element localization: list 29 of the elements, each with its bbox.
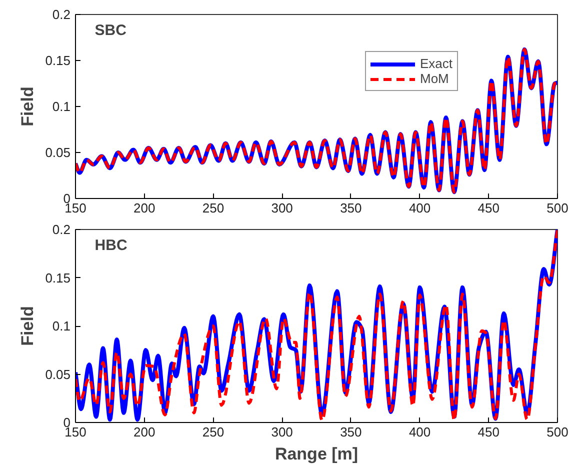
x-tick-label: 300 xyxy=(271,424,293,440)
x-tick-label: 500 xyxy=(546,200,568,216)
x-axis-title: Range [m] xyxy=(274,444,358,464)
x-tick-label: 300 xyxy=(271,200,293,216)
x-tick-label: 400 xyxy=(408,200,431,216)
annotation: SBC xyxy=(94,22,127,39)
y-tick-label: 0.1 xyxy=(52,318,71,334)
y-axis-title: Field xyxy=(18,86,38,126)
x-tick-label: 450 xyxy=(478,424,500,440)
y-tick-label: 0.05 xyxy=(45,366,71,382)
x-tick-label: 250 xyxy=(202,200,224,216)
y-axis-title: Field xyxy=(18,306,38,346)
legend-label: Exact xyxy=(420,56,453,71)
x-tick-label: 200 xyxy=(134,424,156,440)
x-tick-label: 350 xyxy=(340,200,362,216)
x-tick-label: 400 xyxy=(408,424,431,440)
y-tick-label: 0.05 xyxy=(45,145,71,160)
x-tick-label: 250 xyxy=(202,424,224,440)
legend-label: MoM xyxy=(420,71,449,86)
x-tick-label: 500 xyxy=(546,424,568,440)
y-tick-label: 0.1 xyxy=(52,99,71,114)
y-tick-label: 0.2 xyxy=(52,7,71,22)
annotation: HBC xyxy=(94,237,128,254)
x-tick-label: 350 xyxy=(340,424,362,440)
y-tick-label: 0.15 xyxy=(45,270,71,286)
x-tick-label: 450 xyxy=(478,200,500,216)
y-tick-label: 0.2 xyxy=(52,222,71,237)
x-tick-label: 200 xyxy=(134,200,156,216)
y-tick-label: 0.15 xyxy=(45,53,71,68)
